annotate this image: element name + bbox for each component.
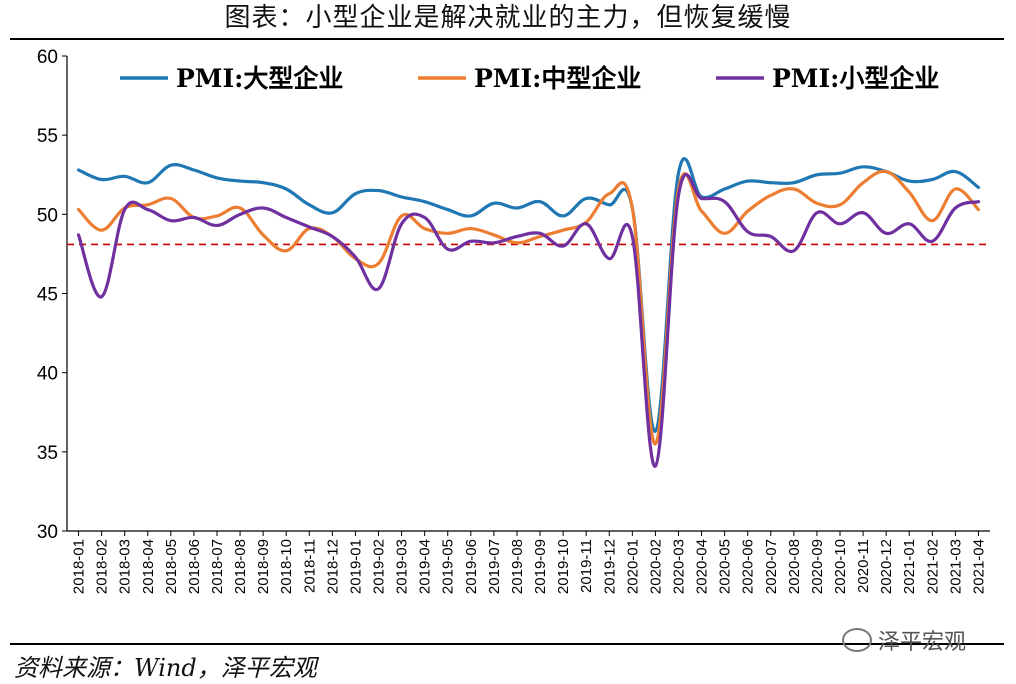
x-tick-label: 2018-11 — [301, 539, 318, 593]
y-tick-label: 60 — [37, 47, 58, 68]
x-tick-label: 2020-04 — [694, 539, 711, 594]
x-tick-label: 2019-04 — [417, 539, 434, 594]
x-tick-label: 2018-12 — [324, 539, 341, 594]
x-tick-label: 2020-08 — [786, 539, 803, 594]
x-tick-label: 2021-01 — [901, 539, 918, 594]
x-tick-label: 2019-08 — [509, 539, 526, 594]
x-tick-label: 2020-07 — [763, 539, 780, 594]
top-divider — [10, 38, 1004, 40]
watermark-text: 泽平宏观 — [878, 630, 967, 655]
x-tick-label: 2019-09 — [532, 539, 549, 594]
wechat-icon — [842, 628, 872, 652]
chart-axes: 30 35 40 45 50 55 60 2018-01 2018-02 2018-03 2018-… — [37, 47, 990, 594]
series-line-large — [76, 157, 981, 433]
x-tick-label: 2018-10 — [278, 539, 295, 594]
x-tick-label: 2019-12 — [601, 539, 618, 594]
line-chart: 30 35 40 45 50 55 60 2018-01 2018-02 2018-03 2018-… — [37, 47, 990, 594]
x-tick-label: 2021-04 — [970, 539, 987, 594]
x-tick-label: 2020-11 — [855, 539, 872, 593]
x-tick-label: 2018-08 — [232, 539, 249, 594]
bottom-divider — [10, 643, 1004, 645]
x-tick-label: 2019-07 — [486, 539, 503, 594]
x-tick-label: 2018-06 — [186, 539, 203, 594]
x-tick-label: 2020-10 — [832, 539, 849, 594]
x-tick-label: 2018-02 — [94, 539, 111, 594]
x-tick-label: 2018-04 — [140, 539, 157, 594]
x-tick-label: 2019-05 — [440, 539, 457, 594]
x-tick-label: 2020-09 — [809, 539, 826, 594]
x-tick-label: 2020-05 — [717, 539, 734, 594]
series-line-small — [76, 173, 981, 468]
y-tick-label: 55 — [37, 126, 58, 147]
series-layer — [76, 157, 981, 468]
x-tick-label: 2019-11 — [578, 539, 595, 593]
y-tick-label: 45 — [37, 285, 58, 306]
watermark: 泽平宏观 — [842, 624, 966, 656]
x-tick-label: 2019-01 — [347, 539, 364, 594]
x-tick-label: 2018-07 — [209, 539, 226, 594]
source-note: 资料来源：Wind，泽平宏观 — [14, 654, 317, 682]
x-tick-label: 2020-06 — [740, 539, 757, 594]
x-tick-label: 2019-06 — [463, 539, 480, 594]
x-tick-label: 2020-12 — [878, 539, 895, 594]
y-tick-label: 30 — [37, 522, 58, 543]
y-tick-label: 50 — [37, 205, 58, 226]
series-line-medium — [76, 169, 981, 446]
x-tick-label: 2020-02 — [647, 539, 664, 594]
x-tick-label: 2019-10 — [555, 539, 572, 594]
legend: PMI:大型企业 PMI:中型企业 PMI:小型企业 — [120, 64, 939, 93]
y-tick-label: 40 — [37, 364, 58, 385]
legend-label-small: PMI:小型企业 — [772, 64, 939, 93]
x-tick-label: 2018-01 — [71, 539, 88, 594]
legend-label-large: PMI:大型企业 — [176, 64, 343, 93]
x-tick-label: 2020-01 — [624, 539, 641, 594]
x-tick-label: 2021-03 — [947, 539, 964, 594]
x-tick-label: 2019-03 — [394, 539, 411, 594]
figure-title: 图表：小型企业是解决就业的主力，但恢复缓慢 — [224, 3, 792, 33]
x-tick-label: 2018-09 — [255, 539, 272, 594]
y-tick-label: 35 — [37, 443, 58, 464]
x-tick-label: 2020-03 — [670, 539, 687, 594]
x-tick-label: 2018-05 — [163, 539, 180, 594]
legend-label-medium: PMI:中型企业 — [474, 64, 641, 93]
x-tick-label: 2021-02 — [924, 539, 941, 594]
x-tick-label: 2018-03 — [117, 539, 134, 594]
x-tick-label: 2019-02 — [371, 539, 388, 594]
